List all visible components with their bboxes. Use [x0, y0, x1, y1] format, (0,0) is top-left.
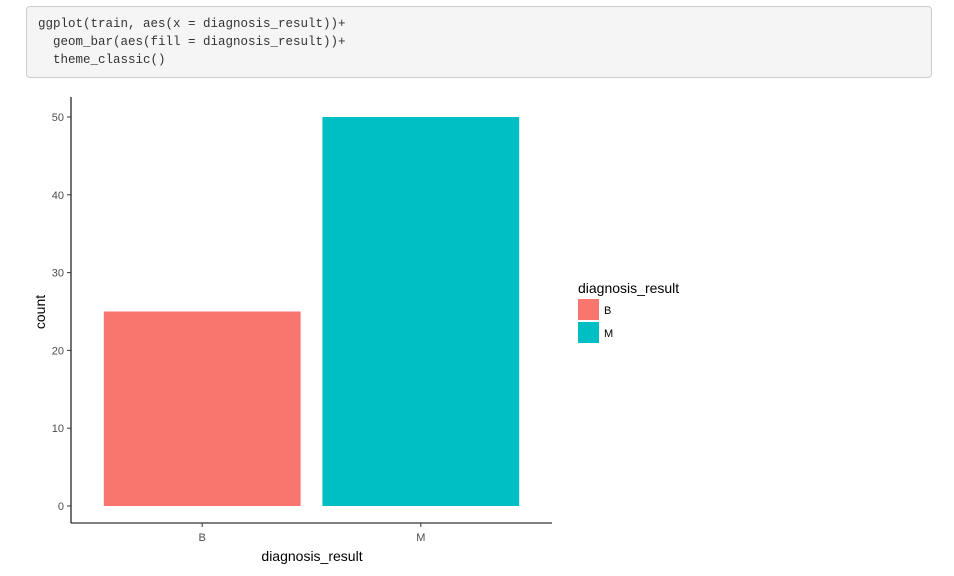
bar-B	[103, 311, 301, 506]
code-line-3: theme_classic()	[38, 53, 166, 67]
y-tick-label: 40	[52, 190, 64, 202]
legend-key-M	[578, 322, 599, 343]
y-tick-label: 0	[58, 501, 64, 513]
y-tick-label: 10	[52, 423, 64, 435]
y-axis-title: count	[32, 295, 48, 329]
x-tick-label: B	[199, 532, 206, 544]
legend-key-B	[578, 299, 599, 320]
legend-title: diagnosis_result	[578, 280, 679, 296]
legend-entries: BM	[578, 299, 613, 343]
code-line-2: geom_bar(aes(fill = diagnosis_result))+	[38, 35, 346, 49]
legend-label-B: B	[604, 305, 611, 317]
code-line-1: ggplot(train, aes(x = diagnosis_result))…	[38, 17, 346, 31]
bar-M	[322, 117, 520, 506]
ticks-layer: 0 10 20 30 40 50 B M	[52, 112, 426, 544]
x-tick-label: M	[416, 532, 425, 544]
code-block: ggplot(train, aes(x = diagnosis_result))…	[26, 6, 932, 78]
y-tick-label: 20	[52, 345, 64, 357]
axes-layer	[70, 97, 552, 524]
x-axis-title: diagnosis_result	[261, 548, 362, 564]
legend: diagnosis_result BM	[578, 280, 679, 343]
bars-layer	[103, 117, 520, 506]
y-tick-label: 50	[52, 112, 64, 124]
y-tick-label: 30	[52, 268, 64, 280]
legend-label-M: M	[604, 328, 613, 340]
